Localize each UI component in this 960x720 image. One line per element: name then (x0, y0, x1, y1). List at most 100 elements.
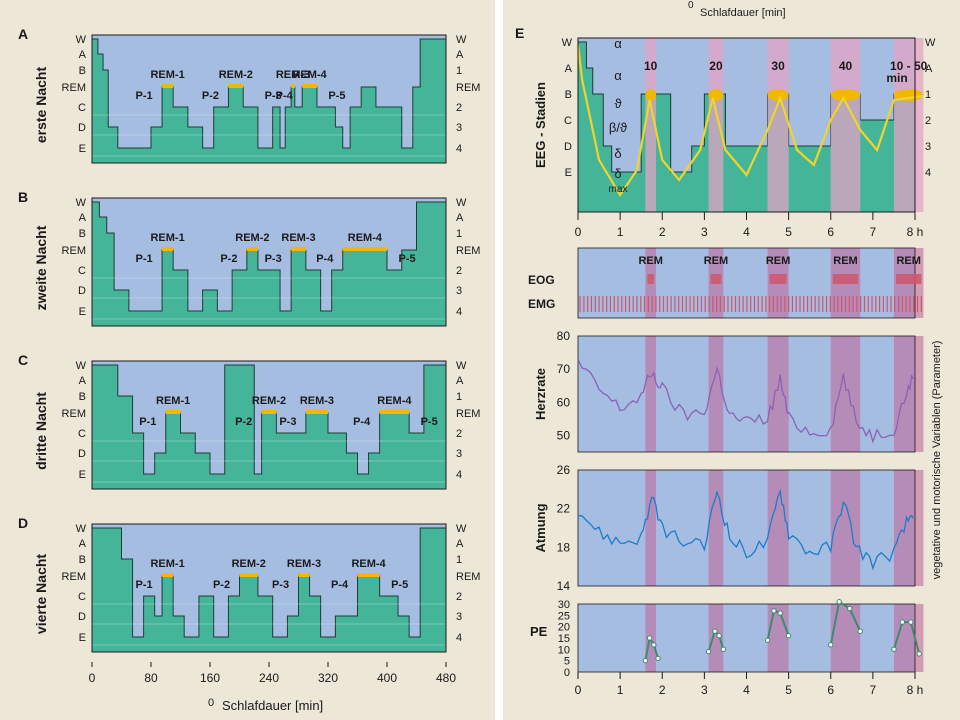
hypnogram-3-letter: C (18, 352, 28, 368)
eeg-greek-label: δ (614, 166, 621, 181)
hypnogram-2-title: zweite Nacht (33, 225, 49, 310)
hypnogram-4-right-label: W (456, 523, 467, 535)
hypnogram-4-rem-bar (298, 573, 310, 577)
hypnogram-3-p-label: P-5 (421, 416, 438, 428)
hypnogram-3-right-label: 1 (456, 391, 462, 403)
hypnogram-3-stage-label: E (79, 469, 86, 481)
hypnogram-2-stage-label: REM (62, 245, 86, 257)
eeg-rem-band (767, 38, 789, 212)
herzrate-rem-band (893, 336, 924, 452)
left-xlabel: Schlafdauer [min] (222, 698, 323, 713)
hypnogram-3-rem-bar (261, 410, 277, 414)
eeg-hour-label: 0 (575, 225, 582, 239)
eeg-top-zero: 0 (688, 0, 694, 11)
hypnogram-1-right-label: 4 (456, 143, 462, 155)
eeg-hour-label: 6 (827, 225, 834, 239)
eeg-greek-max: max (609, 184, 628, 195)
hypnogram-2-rem-bar (162, 247, 174, 251)
pe-point (646, 635, 653, 641)
hypnogram-4-rem-bar (357, 573, 380, 577)
hypnogram-4-title: vierte Nacht (33, 554, 49, 634)
hypnogram-3-p-label: P-3 (279, 416, 296, 428)
hypnogram-3-rem-bar (165, 410, 181, 414)
hypnogram-2-rem-label: REM-2 (235, 232, 269, 244)
hypnogram-2-right-label: 1 (456, 228, 462, 240)
eeg-hour-label: 4 (743, 225, 750, 239)
hypnogram-4-rem-label: REM-4 (351, 558, 386, 570)
hypnogram-2-letter: B (18, 189, 28, 205)
hypnogram-4-stage-label: W (76, 523, 87, 535)
hypnogram-4-stage-label: D (78, 611, 86, 623)
hypnogram-3-right-label: 3 (456, 448, 462, 460)
hypnogram-1-stage-label: C (78, 102, 86, 114)
pe-point (764, 637, 771, 643)
hypnogram-3-right-label: 2 (456, 428, 462, 440)
eeg-hour-label: 5 (785, 225, 792, 239)
hypnogram-2-stage-label: C (78, 265, 86, 277)
hypnogram-1-rem-label: REM-3 (276, 69, 310, 81)
eeg-rem-duration: 30 (771, 59, 785, 73)
hypnogram-4-p-label: P-1 (136, 579, 153, 591)
hypnogram-3-p-label: P-1 (139, 416, 156, 428)
pe-point (828, 642, 834, 648)
herzrate-tick: 50 (557, 428, 571, 442)
eeg-greek-label: α (614, 36, 622, 51)
hypnogram-3-right-label: 4 (456, 469, 462, 481)
bottom-hour-label: 6 (827, 683, 834, 697)
hypnogram-3-rem-label: REM-4 (377, 395, 412, 407)
hypnogram-2-rem-label: REM-3 (281, 232, 315, 244)
left-xtick-label: 400 (377, 671, 397, 685)
hypnogram-4-rem-bar (239, 573, 258, 577)
pe-point (891, 646, 897, 653)
eog-rem-label: REM (638, 255, 662, 267)
hypnogram-3-rem-label: REM-1 (156, 395, 190, 407)
hypnogram-4-p-label: P-5 (391, 579, 408, 591)
hypnogram-3-rem-label: REM-3 (300, 395, 334, 407)
eeg-rem-band (893, 38, 924, 212)
bottom-hour-label: 0 (575, 683, 582, 697)
hypnogram-4-right-label: A (456, 538, 464, 550)
pe-rem-band (893, 604, 924, 672)
hypnogram-1-p-label: P-4 (276, 90, 294, 102)
eeg-rem-duration: 10 (644, 59, 658, 73)
hypnogram-2-stage-label: A (79, 212, 87, 224)
eeg-title: EEG - Stadien (533, 82, 548, 168)
left-xtick-label: 160 (200, 671, 220, 685)
pe-tick: 10 (558, 644, 570, 656)
pe-point (777, 610, 783, 616)
hypnogram-1-stage-label: A (79, 49, 87, 61)
eeg-rem-marker (830, 89, 861, 101)
herzrate-label: Herzrate (533, 368, 548, 420)
eeg-stage-label: C (564, 115, 572, 127)
hypnogram-1-p-label: P-1 (136, 90, 153, 102)
left-xlabel-zero: 0 (208, 697, 214, 709)
pe-point (642, 657, 649, 664)
hypnogram-3-stage-label: D (78, 448, 86, 460)
hypnogram-3-right-label: A (456, 375, 464, 387)
bottom-hour-label: 7 (870, 683, 877, 697)
herzrate-tick: 70 (557, 362, 571, 376)
left-xtick-label: 80 (144, 671, 158, 685)
eeg-curve (576, 44, 924, 198)
hypnogram-4-right-label: 2 (456, 591, 462, 603)
pe-label: PE (530, 624, 548, 639)
hypnogram-4-p-label: P-3 (272, 579, 289, 591)
hypnogram-3-stage-label: A (79, 375, 87, 387)
hypnogram-3-stage-label: REM (62, 408, 86, 420)
herzrate-tick: 60 (557, 395, 571, 409)
hypnogram-2-p-label: P-1 (136, 253, 153, 265)
pe-tick: 20 (558, 622, 570, 634)
eeg-hour-label: 1 (617, 225, 624, 239)
pe-line (892, 621, 921, 655)
hypnogram-2-rem-label: REM-1 (150, 232, 184, 244)
hypnogram-3-p-label: P-4 (353, 416, 371, 428)
hypnogram-1-stage-label: E (79, 143, 86, 155)
pe-point (847, 605, 853, 612)
pe-point (655, 655, 661, 662)
eeg-rem-band (645, 38, 656, 212)
hypnogram-3-stage-label: C (78, 428, 86, 440)
eeg-rem-duration: 40 (839, 59, 853, 73)
hypnogram-4-stage-label: REM (62, 571, 86, 583)
bottom-hour-label: 1 (617, 683, 624, 697)
